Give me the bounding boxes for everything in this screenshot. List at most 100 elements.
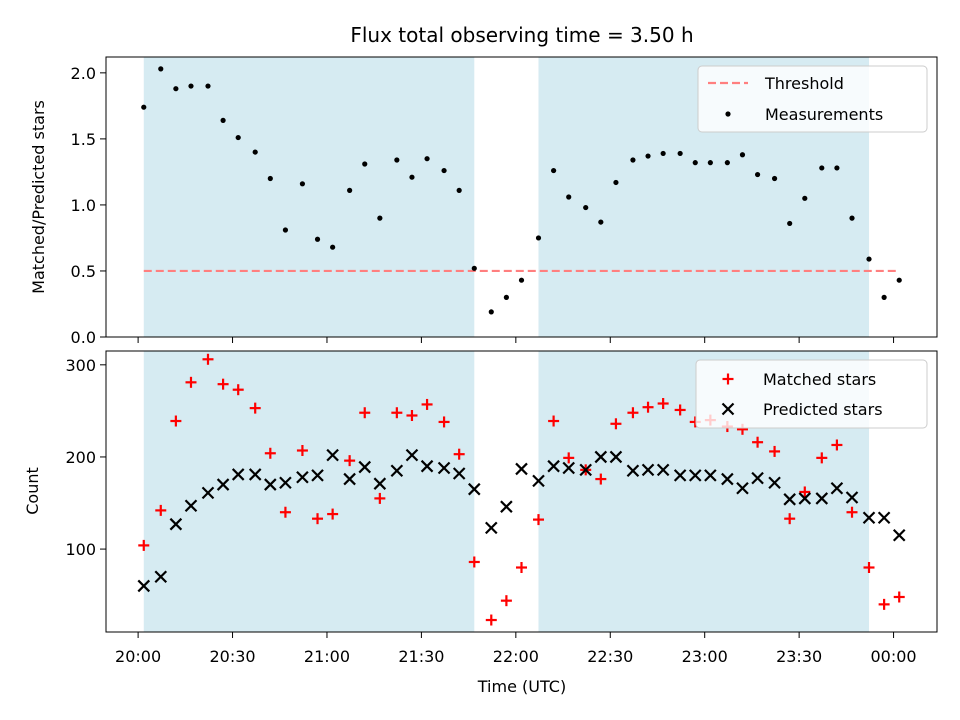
measurements-series [141, 66, 902, 315]
matched-point [657, 398, 669, 410]
measurement-point [267, 175, 273, 182]
measurement-point [613, 179, 619, 186]
x-tick-label: 22:30 [587, 647, 633, 666]
observing-window-shading [143, 57, 870, 337]
matched-point [453, 448, 465, 460]
ratio-y-axis: 0.0 0.5 1.0 1.5 2.0 [71, 64, 106, 347]
predicted-point [877, 511, 891, 525]
predicted-point [845, 491, 859, 504]
predicted-point-b [216, 478, 230, 491]
predicted-point-b [358, 460, 372, 474]
predicted-point [798, 492, 812, 505]
predicted-point [626, 464, 640, 478]
y-tick-label: 1.5 [71, 130, 96, 149]
ratio-plot-frame [105, 56, 938, 338]
measurement-point [881, 294, 887, 300]
predicted-point-b [532, 474, 545, 488]
ratio-legend: Threshold Measurements [697, 65, 928, 133]
predicted-point-b [641, 463, 655, 477]
x-tick-label: 20:30 [209, 647, 255, 666]
count-legend-box [695, 359, 928, 429]
threshold-legend-label: Threshold [764, 74, 844, 93]
count-y-axis-label: Count [23, 467, 42, 515]
predicted-point [609, 450, 623, 464]
predicted-point [656, 463, 670, 477]
predicted-point [579, 463, 592, 477]
predicted-point [201, 486, 215, 500]
predicted-point-b [420, 459, 434, 473]
predicted-point [264, 478, 277, 491]
matched-point [878, 598, 890, 610]
measurement-point [834, 165, 840, 171]
measurement-point [645, 153, 651, 159]
measurement-point [707, 160, 713, 166]
matched-point [279, 506, 291, 518]
predicted-point [641, 463, 655, 477]
predicted-legend-label: Predicted stars [763, 400, 883, 419]
predicted-point [358, 460, 372, 474]
predicted-point-b [562, 461, 575, 475]
ratio-panel: 0.00.51.01.52.0 Matched/Predicted stars … [29, 56, 938, 347]
predicted-point [137, 579, 151, 593]
predicted-point-b [547, 459, 560, 473]
predicted-point [248, 468, 262, 481]
predicted-legend-marker-b [721, 402, 735, 416]
x-tick-label: 23:30 [776, 647, 822, 666]
measurement-point [362, 161, 368, 167]
observing-window-1 [143, 351, 475, 632]
x-tick-label: 00:00 [871, 647, 917, 666]
count-x-axis: 20:00 20:30 21:00 21:30 22:00 22:30 23:00 23:30… [115, 632, 917, 666]
matched-point [548, 415, 560, 427]
predicted-point-b [704, 469, 717, 482]
predicted-point [688, 469, 702, 482]
x-axis-label: Time (UTC) [477, 677, 566, 696]
matched-point [642, 401, 654, 413]
predicted-point [390, 464, 404, 478]
measurement-point [849, 215, 855, 221]
matched-point [406, 409, 418, 421]
matched-point [863, 562, 875, 574]
matched-point [359, 407, 371, 419]
predicted-point [562, 461, 575, 475]
matched-point [595, 473, 607, 485]
matched-point [438, 416, 450, 428]
predicted-point [343, 472, 356, 486]
matched-point [327, 508, 339, 520]
predicted-point-b [296, 470, 309, 484]
matched-point [232, 384, 244, 396]
matched-point [391, 407, 403, 419]
predicted-point [515, 462, 528, 476]
predicted-point-b [231, 468, 245, 481]
measurement-point [456, 187, 462, 193]
ratio-y-axis-label: Matched/Predicted stars [29, 100, 48, 294]
predicted-point-b [609, 450, 623, 464]
measurement-point [535, 235, 542, 241]
predicted-point-b [579, 463, 592, 477]
predicted-point [296, 470, 309, 484]
matched-point [344, 455, 356, 467]
matched-point [563, 452, 575, 464]
matched-point [610, 418, 622, 430]
measurement-point [282, 227, 289, 233]
matched-point [202, 353, 214, 365]
measurement-point [441, 167, 447, 174]
matched-point [769, 445, 781, 457]
y-tick-label: 100 [65, 540, 96, 559]
predicted-point-b [688, 469, 702, 482]
predicted-point-b [736, 481, 749, 495]
measurements-legend-swatch [725, 111, 731, 117]
y-tick-label: 300 [65, 356, 96, 375]
predicted-point [216, 478, 230, 491]
predicted-point [830, 481, 844, 495]
predicted-point [231, 468, 245, 481]
predicted-point-b [862, 511, 876, 525]
measurement-point [724, 160, 730, 166]
measurement-point [771, 175, 778, 182]
predicted-point [437, 461, 451, 475]
x-tick-label: 20:00 [115, 647, 161, 666]
predicted-point [892, 528, 906, 542]
matched-point [170, 415, 182, 427]
predicted-point-b [264, 478, 277, 491]
matched-point [674, 404, 686, 416]
